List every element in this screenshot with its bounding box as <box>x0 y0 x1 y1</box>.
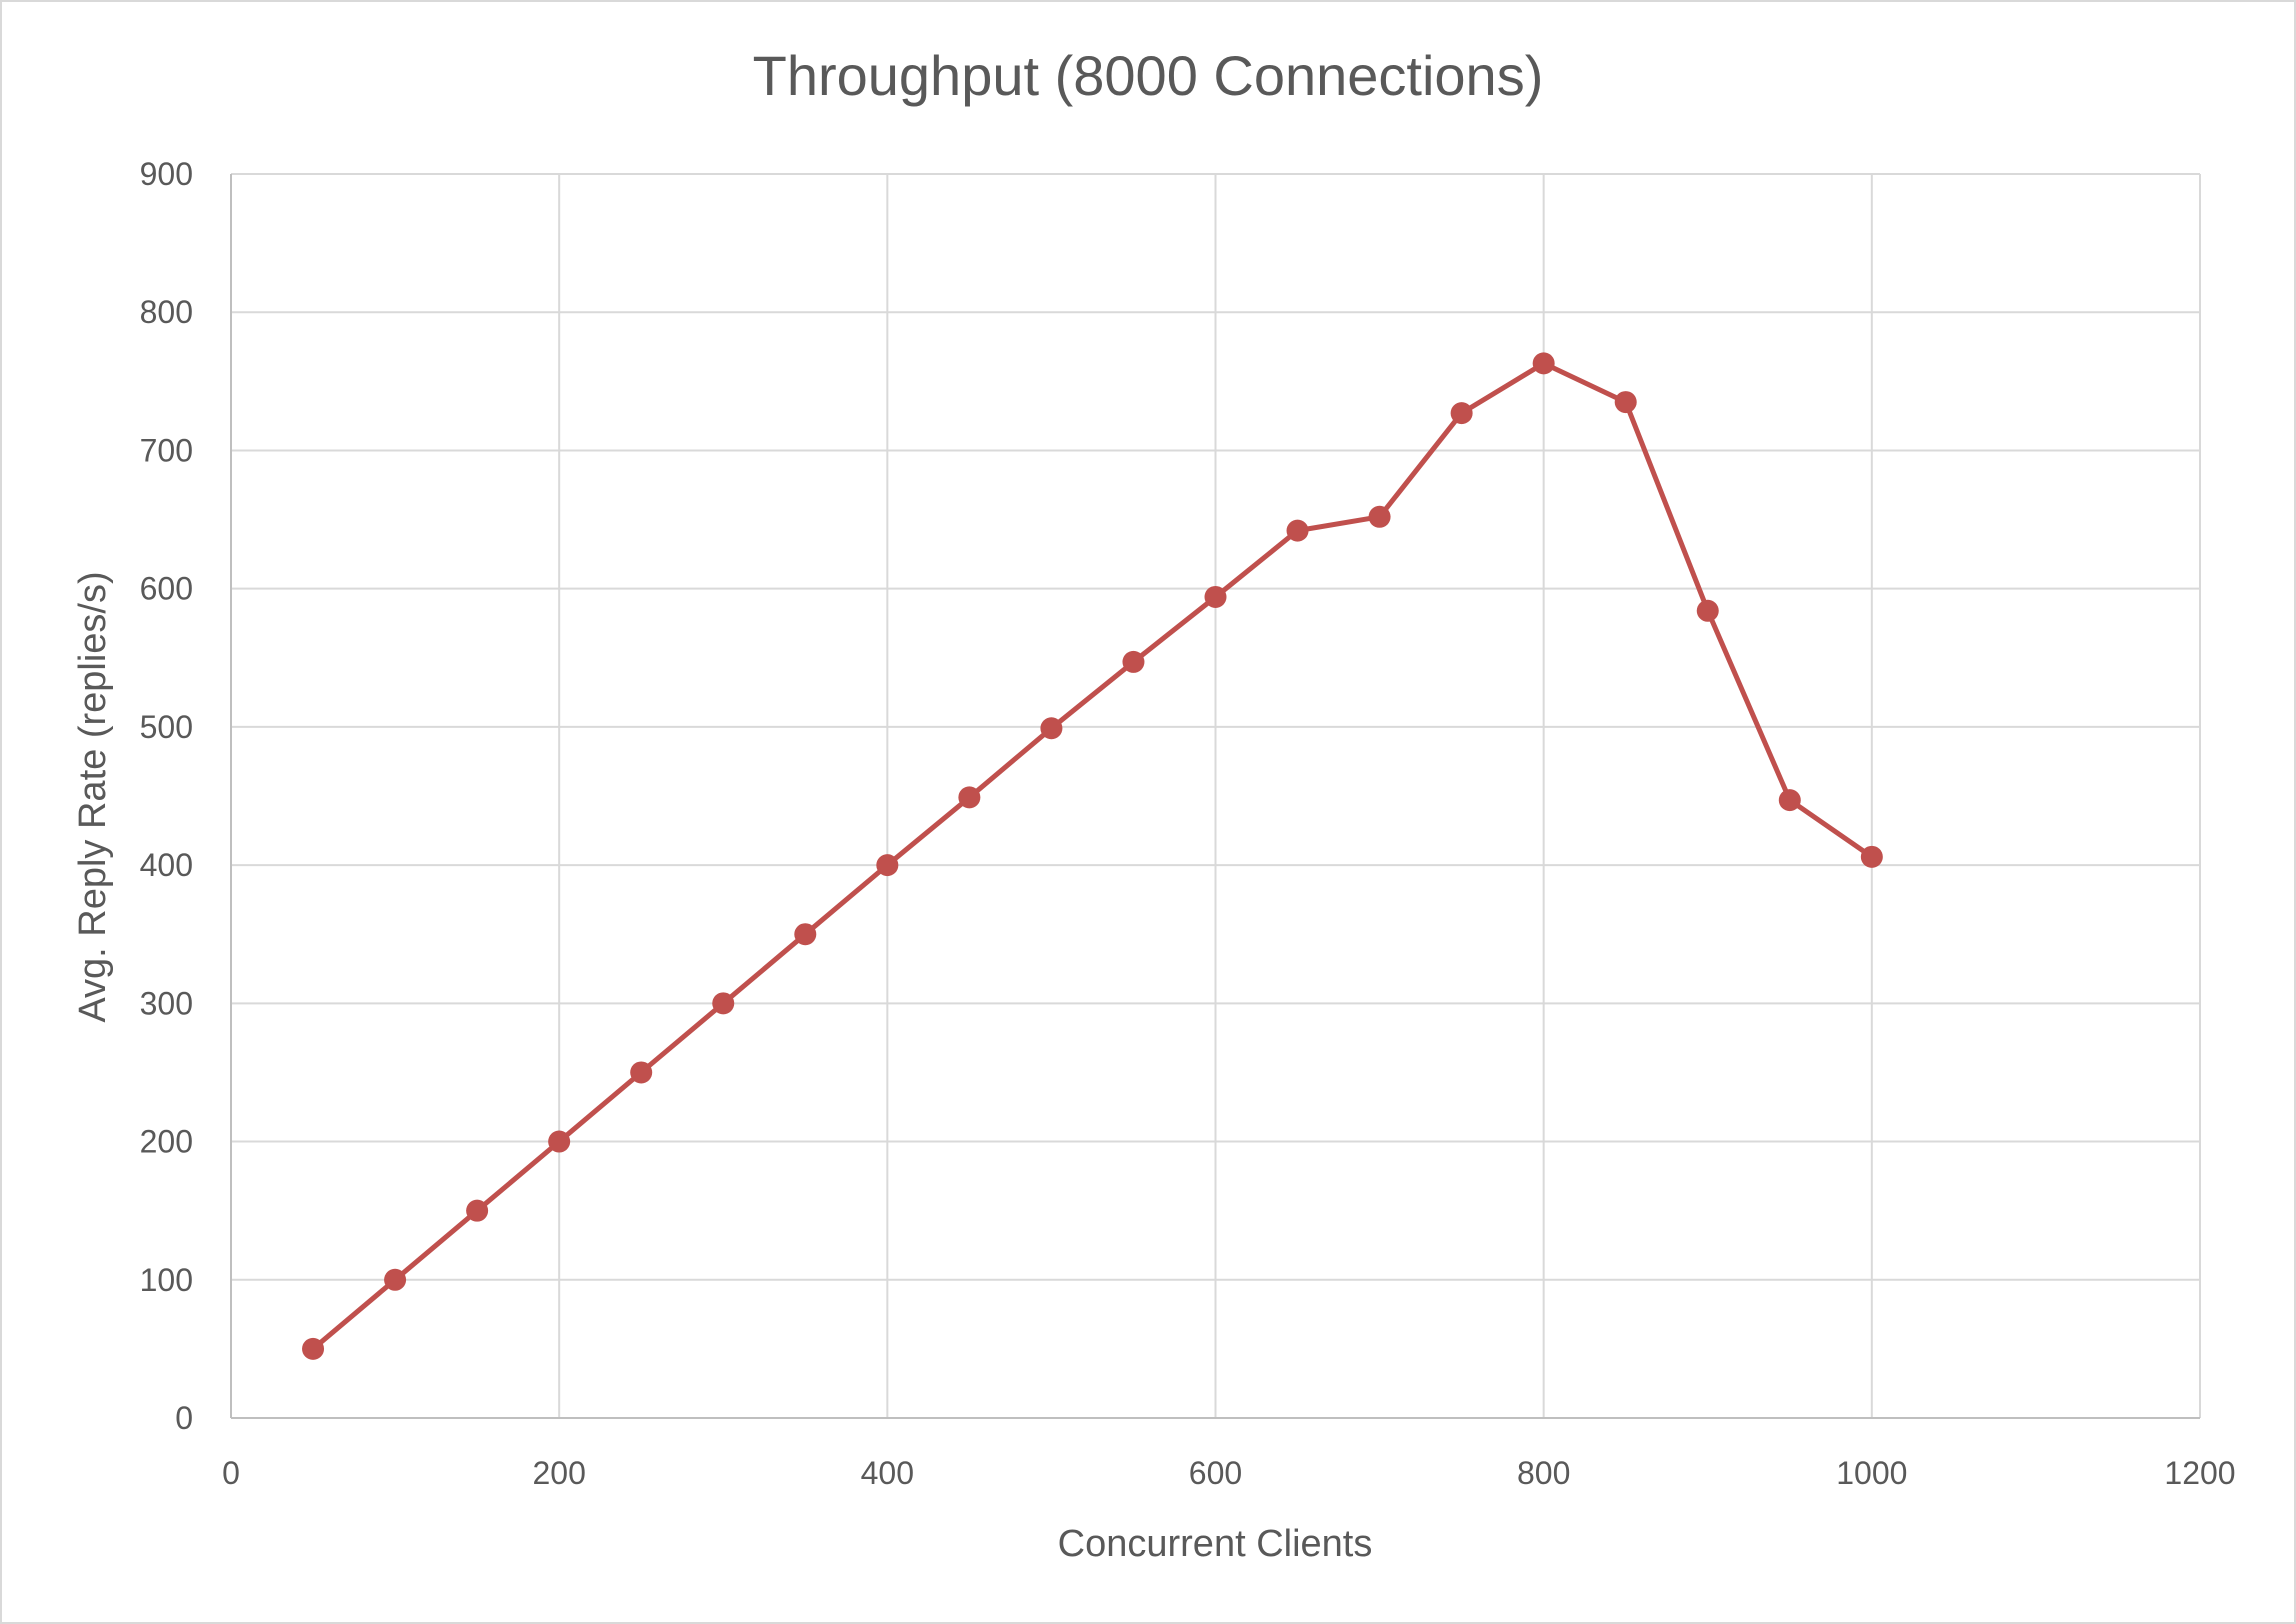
data-point <box>1860 845 1883 868</box>
x-tick-label: 400 <box>861 1455 914 1491</box>
y-tick-label: 600 <box>140 571 193 607</box>
data-point <box>876 854 899 877</box>
data-point <box>1778 789 1801 812</box>
y-tick-label: 300 <box>140 985 193 1021</box>
data-point <box>1696 599 1719 622</box>
data-point <box>1450 402 1473 425</box>
y-tick-label: 900 <box>140 156 193 192</box>
y-tick-label: 500 <box>140 709 193 745</box>
y-tick-label: 0 <box>175 1400 193 1436</box>
axes <box>230 174 2200 1419</box>
data-point <box>1614 391 1637 414</box>
data-point <box>548 1130 571 1153</box>
data-point <box>958 786 981 809</box>
y-tick-label: 700 <box>140 432 193 468</box>
series-layer <box>302 352 1883 1360</box>
data-point <box>302 1337 325 1360</box>
x-tick-label: 0 <box>222 1455 240 1491</box>
y-tick-label: 400 <box>140 847 193 883</box>
data-point <box>1122 650 1145 673</box>
x-tick-label: 1200 <box>2164 1455 2235 1491</box>
y-tick-label: 100 <box>140 1262 193 1298</box>
y-axis-title: Avg. Reply Rate (replies/s) <box>72 571 114 1022</box>
data-point <box>1204 585 1227 608</box>
data-point <box>1532 352 1555 375</box>
data-point <box>384 1268 407 1291</box>
x-tick-label: 1000 <box>1836 1455 1907 1491</box>
data-point <box>630 1061 653 1084</box>
data-point <box>1286 519 1309 542</box>
data-point <box>794 923 817 946</box>
data-point <box>466 1199 489 1222</box>
data-point <box>1040 717 1063 740</box>
x-tick-label: 800 <box>1517 1455 1570 1491</box>
x-tick-label: 600 <box>1189 1455 1242 1491</box>
y-tick-label: 800 <box>140 294 193 330</box>
chart-title: Throughput (8000 Connections) <box>753 44 1544 107</box>
data-point <box>1368 505 1391 528</box>
x-axis-title: Concurrent Clients <box>1058 1523 1373 1565</box>
data-point <box>712 992 735 1015</box>
x-tick-label: 200 <box>532 1455 585 1491</box>
tick-labels: 0 100 200 300 400 500 600 700 800 900 0 200 400 600 80… <box>140 156 2236 1491</box>
grid-lines <box>231 173 2201 1418</box>
y-tick-label: 200 <box>140 1124 193 1160</box>
series-line <box>310 360 1875 1352</box>
